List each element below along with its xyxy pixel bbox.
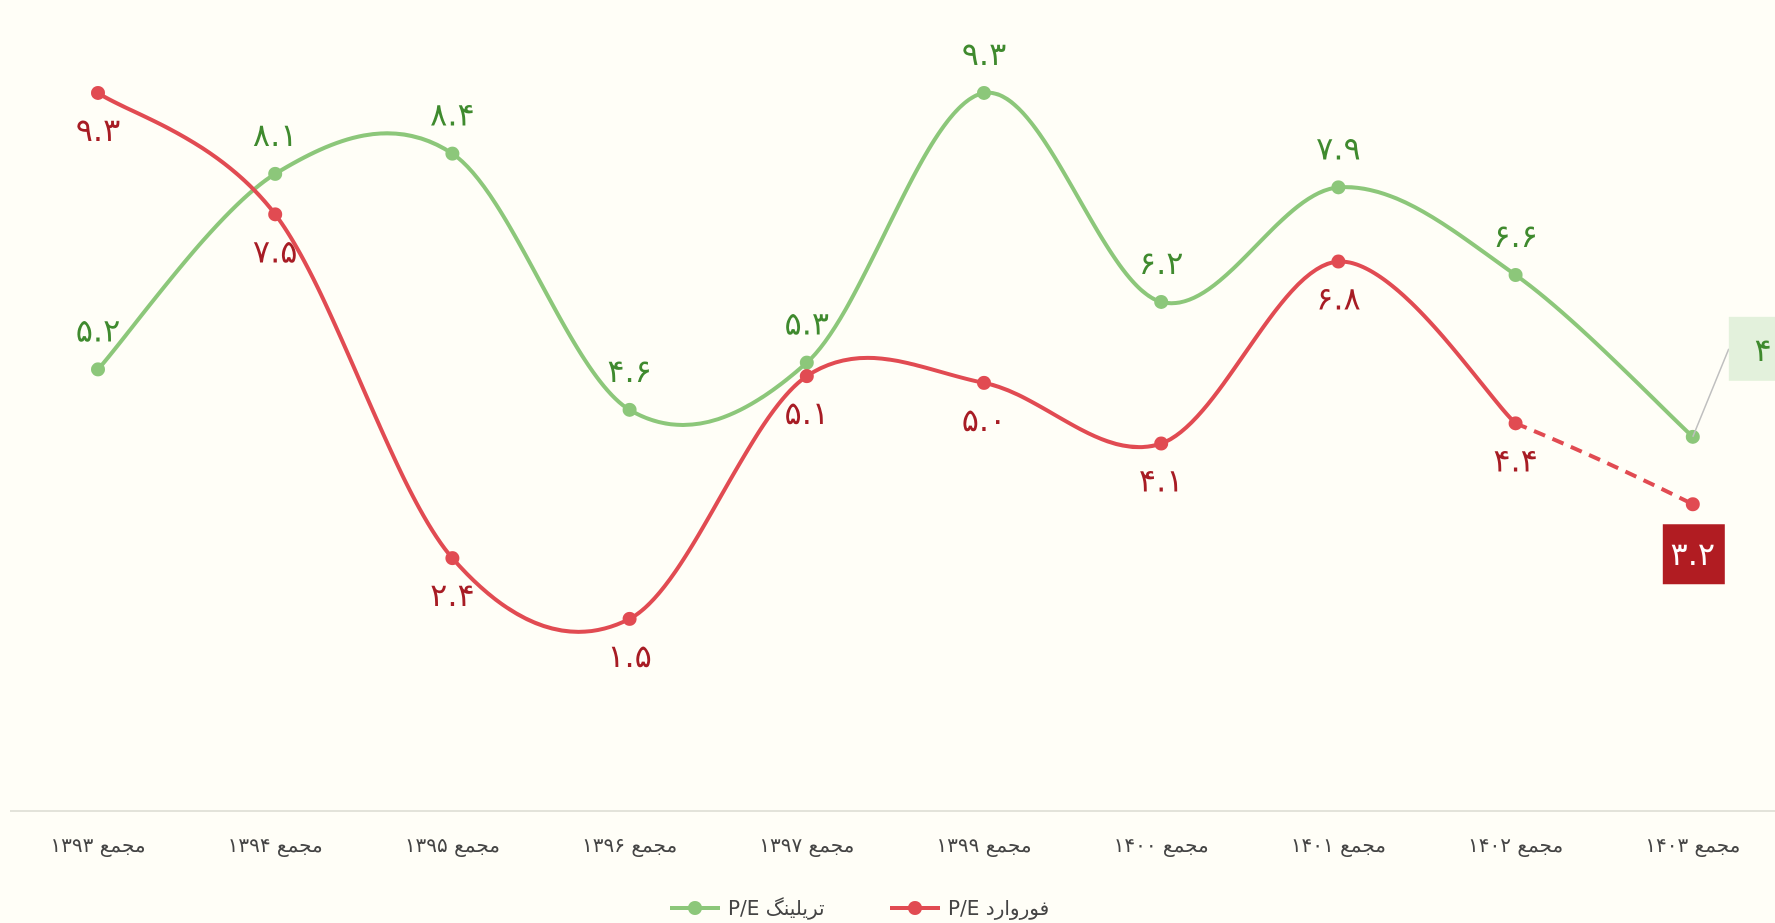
data-point-forward-5 bbox=[977, 375, 991, 390]
data-point-forward-0 bbox=[91, 85, 105, 100]
data-point-trailing-7 bbox=[1331, 180, 1346, 195]
highlight-box-trailing bbox=[1728, 316, 1775, 381]
data-point-forward-1 bbox=[268, 207, 283, 222]
legend: P/E تریلینگ P/E فوروارد bbox=[670, 896, 1049, 920]
data-point-trailing-6 bbox=[1154, 294, 1169, 309]
data-label-trailing-2: ۸.۴ bbox=[430, 96, 475, 134]
data-label-trailing-6: ۶.۲ bbox=[1139, 244, 1184, 282]
data-point-forward-6 bbox=[1154, 436, 1169, 451]
legend-label-1: P/E فوروارد bbox=[948, 896, 1049, 920]
data-label-forward-8: ۴.۴ bbox=[1493, 441, 1538, 479]
x-tick-label-4: مجمع ۱۳۹۷ bbox=[759, 833, 854, 857]
legend-item-1: P/E فوروارد bbox=[890, 896, 1049, 920]
data-label-forward-5: ۵.۰ bbox=[962, 401, 1007, 439]
data-point-trailing-3 bbox=[622, 402, 637, 417]
data-point-forward-9 bbox=[1685, 497, 1700, 512]
x-tick-label-3: مجمع ۱۳۹۶ bbox=[582, 833, 677, 857]
data-label-trailing-4: ۵.۳ bbox=[785, 305, 830, 343]
legend-marker-0 bbox=[688, 901, 702, 915]
data-label-trailing-9: ۴.۲ bbox=[1755, 331, 1775, 369]
x-tick-label-0: مجمع ۱۳۹۳ bbox=[50, 833, 145, 857]
data-label-forward-6: ۴.۱ bbox=[1139, 462, 1184, 500]
data-label-forward-1: ۷.۵ bbox=[253, 232, 298, 270]
leader-line-trailing bbox=[1692, 348, 1730, 438]
data-point-forward-8 bbox=[1508, 416, 1523, 431]
x-tick-layer: مجمع ۱۳۹۳ مجمع ۱۳۹۴ مجمع ۱۳۹۵ مجمع ۱۳۹۶ مجمع… bbox=[50, 833, 1740, 857]
data-point-trailing-5 bbox=[977, 85, 991, 100]
data-point-trailing-8 bbox=[1508, 268, 1523, 283]
data-point-trailing-1 bbox=[268, 166, 283, 181]
data-point-trailing-0 bbox=[91, 362, 105, 377]
data-label-forward-4: ۵.۱ bbox=[785, 394, 830, 432]
data-label-trailing-1: ۸.۱ bbox=[253, 116, 298, 154]
data-label-trailing-5: ۹.۳ bbox=[962, 35, 1007, 73]
data-point-forward-3 bbox=[622, 611, 637, 626]
data-point-trailing-2 bbox=[445, 146, 460, 161]
data-label-forward-7: ۶.۸ bbox=[1316, 280, 1361, 318]
data-label-layer: ۵.۲ ۸.۱ ۸.۴ ۴.۶ ۵.۳ ۹.۳ ۶.۲ ۷.۹ ۶.۶ ۴.۲ ۹.۳ ۷.۵ ۲.۴ ۱… bbox=[76, 35, 1775, 675]
series-layer bbox=[91, 85, 1700, 634]
data-label-forward-2: ۲.۴ bbox=[430, 576, 475, 614]
data-point-forward-7 bbox=[1331, 254, 1346, 269]
legend-marker-1 bbox=[908, 901, 922, 915]
x-tick-label-5: مجمع ۱۳۹۹ bbox=[936, 833, 1031, 857]
data-label-trailing-3: ۴.۶ bbox=[607, 352, 652, 390]
highlight-box-forward bbox=[1662, 524, 1725, 585]
x-tick-label-9: مجمع ۱۴۰۳ bbox=[1645, 833, 1740, 857]
x-tick-label-6: مجمع ۱۴۰۰ bbox=[1114, 833, 1209, 857]
data-point-forward-4 bbox=[799, 369, 814, 384]
data-label-forward-9: ۳.۲ bbox=[1671, 535, 1716, 573]
series-dashed-segment-forward bbox=[1514, 421, 1694, 507]
series-line-trailing bbox=[96, 90, 1695, 439]
data-point-forward-2 bbox=[445, 551, 460, 566]
x-tick-label-1: مجمع ۱۳۹۴ bbox=[228, 833, 323, 857]
legend-label-0: P/E تریلینگ bbox=[728, 896, 825, 920]
legend-item-0: P/E تریلینگ bbox=[670, 896, 825, 920]
data-label-forward-0: ۹.۳ bbox=[76, 111, 121, 149]
data-point-trailing-4 bbox=[799, 355, 814, 370]
data-label-trailing-0: ۵.۲ bbox=[76, 311, 121, 349]
data-label-forward-3: ۱.۵ bbox=[607, 637, 652, 675]
data-label-trailing-7: ۷.۹ bbox=[1316, 129, 1361, 167]
data-label-trailing-8: ۶.۶ bbox=[1493, 217, 1538, 255]
x-tick-label-8: مجمع ۱۴۰۲ bbox=[1468, 833, 1563, 857]
x-tick-label-7: مجمع ۱۴۰۱ bbox=[1291, 833, 1386, 857]
x-tick-label-2: مجمع ۱۳۹۵ bbox=[405, 833, 500, 857]
